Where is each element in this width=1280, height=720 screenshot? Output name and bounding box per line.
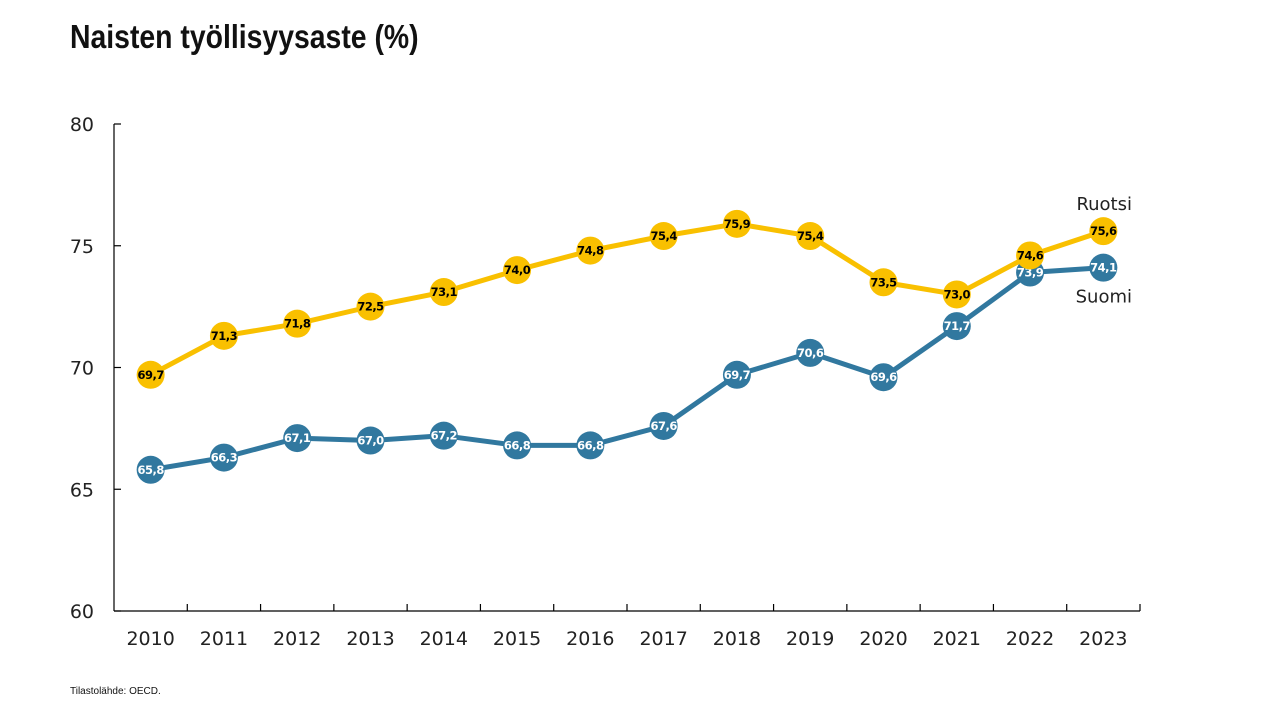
data-label-ruotsi: 75,6 <box>1090 224 1117 238</box>
data-point-suomi <box>136 455 165 484</box>
data-label-suomi: 73,9 <box>1017 266 1044 280</box>
x-tick-label: 2011 <box>200 628 248 650</box>
data-label-suomi: 67,1 <box>284 431 311 445</box>
data-label-suomi: 70,6 <box>797 346 824 360</box>
data-label-ruotsi: 74,0 <box>504 263 531 277</box>
y-tick-label: 70 <box>70 358 94 380</box>
data-label-ruotsi: 75,4 <box>797 229 824 243</box>
data-label-ruotsi: 73,0 <box>944 287 971 301</box>
data-point-suomi <box>942 312 971 341</box>
data-label-suomi: 66,3 <box>211 451 238 465</box>
y-tick-label: 65 <box>70 479 94 501</box>
data-point-ruotsi <box>869 268 898 297</box>
x-tick-label: 2014 <box>420 628 468 650</box>
data-label-ruotsi: 75,9 <box>724 217 751 231</box>
data-label-ruotsi: 74,6 <box>1017 248 1044 262</box>
data-label-suomi: 67,0 <box>357 434 384 448</box>
data-label-ruotsi: 71,3 <box>211 329 238 343</box>
data-label-ruotsi: 71,8 <box>284 317 311 331</box>
y-tick-label: 80 <box>70 114 94 136</box>
x-tick-label: 2019 <box>786 628 834 650</box>
data-point-ruotsi <box>796 222 825 251</box>
series-markers: 65,8 66,3 67,1 67,0 67,2 66,8 66,8 67,6 69,7 70,6… <box>136 209 1118 484</box>
data-point-ruotsi <box>722 209 751 238</box>
x-tick-label: 2018 <box>713 628 761 650</box>
data-point-ruotsi <box>576 236 605 265</box>
data-label-ruotsi: 75,4 <box>650 229 677 243</box>
data-label-suomi: 65,8 <box>137 463 164 477</box>
data-point-suomi <box>503 431 532 460</box>
data-point-ruotsi <box>503 256 532 285</box>
data-point-ruotsi <box>283 309 312 338</box>
data-label-suomi: 67,6 <box>650 419 677 433</box>
series-labels: Suomi Ruotsi <box>1076 194 1132 308</box>
data-label-ruotsi: 73,5 <box>870 275 897 289</box>
data-point-ruotsi <box>356 292 385 321</box>
data-label-ruotsi: 73,1 <box>431 285 458 299</box>
data-point-ruotsi <box>1016 241 1045 270</box>
data-label-suomi: 71,7 <box>944 319 971 333</box>
data-label-ruotsi: 72,5 <box>357 300 384 314</box>
series-points-ruotsi: 69,7 71,3 71,8 72,5 73,1 74,0 74,8 75,4 75,9 75,4… <box>136 209 1118 389</box>
source-note: Tilastolähde: OECD. <box>70 686 161 697</box>
data-label-suomi: 69,7 <box>724 368 751 382</box>
data-point-ruotsi <box>1089 217 1118 246</box>
data-point-ruotsi <box>209 321 238 350</box>
data-label-suomi: 66,8 <box>577 438 604 452</box>
x-tick-label: 2012 <box>273 628 321 650</box>
x-tick-label: 2010 <box>126 628 174 650</box>
x-tick-label: 2016 <box>566 628 614 650</box>
data-label-ruotsi: 69,7 <box>137 368 164 382</box>
series-points-suomi: 65,8 66,3 67,1 67,0 67,2 66,8 66,8 67,6 69,7 70,6… <box>136 253 1118 484</box>
x-tick-label: 2023 <box>1079 628 1127 650</box>
data-point-ruotsi <box>649 222 678 251</box>
data-label-ruotsi: 74,8 <box>577 244 604 258</box>
data-point-suomi <box>722 360 751 389</box>
data-point-suomi <box>869 363 898 392</box>
data-label-suomi: 74,1 <box>1090 261 1117 275</box>
x-tick-label: 2021 <box>933 628 981 650</box>
x-tick-label: 2017 <box>639 628 687 650</box>
data-label-suomi: 67,2 <box>431 429 457 443</box>
x-tick-label: 2020 <box>859 628 907 650</box>
data-point-suomi <box>209 443 238 472</box>
chart-title: Naisten työllisyysaste (%) <box>70 18 419 55</box>
x-tick-label: 2022 <box>1006 628 1054 650</box>
data-point-ruotsi <box>429 278 458 307</box>
data-point-suomi <box>1089 253 1118 282</box>
data-point-suomi <box>283 424 312 453</box>
axes: 60 65 70 75 80 2010 2011 2012 2013 2014 2015 2016 20… <box>70 114 1141 650</box>
data-label-suomi: 66,8 <box>504 438 531 452</box>
data-point-suomi <box>796 338 825 367</box>
data-point-suomi <box>356 426 385 455</box>
data-label-suomi: 69,6 <box>870 370 897 384</box>
data-point-suomi <box>429 421 458 450</box>
data-point-ruotsi <box>942 280 971 309</box>
data-point-suomi <box>576 431 605 460</box>
legend-label-suomi: Suomi <box>1076 287 1132 308</box>
data-point-suomi <box>649 411 678 440</box>
x-tick-label: 2015 <box>493 628 541 650</box>
x-tick-label: 2013 <box>346 628 394 650</box>
legend-label-ruotsi: Ruotsi <box>1076 194 1132 215</box>
data-point-ruotsi <box>136 360 165 389</box>
y-tick-label: 60 <box>70 601 94 623</box>
y-tick-label: 75 <box>70 236 94 258</box>
